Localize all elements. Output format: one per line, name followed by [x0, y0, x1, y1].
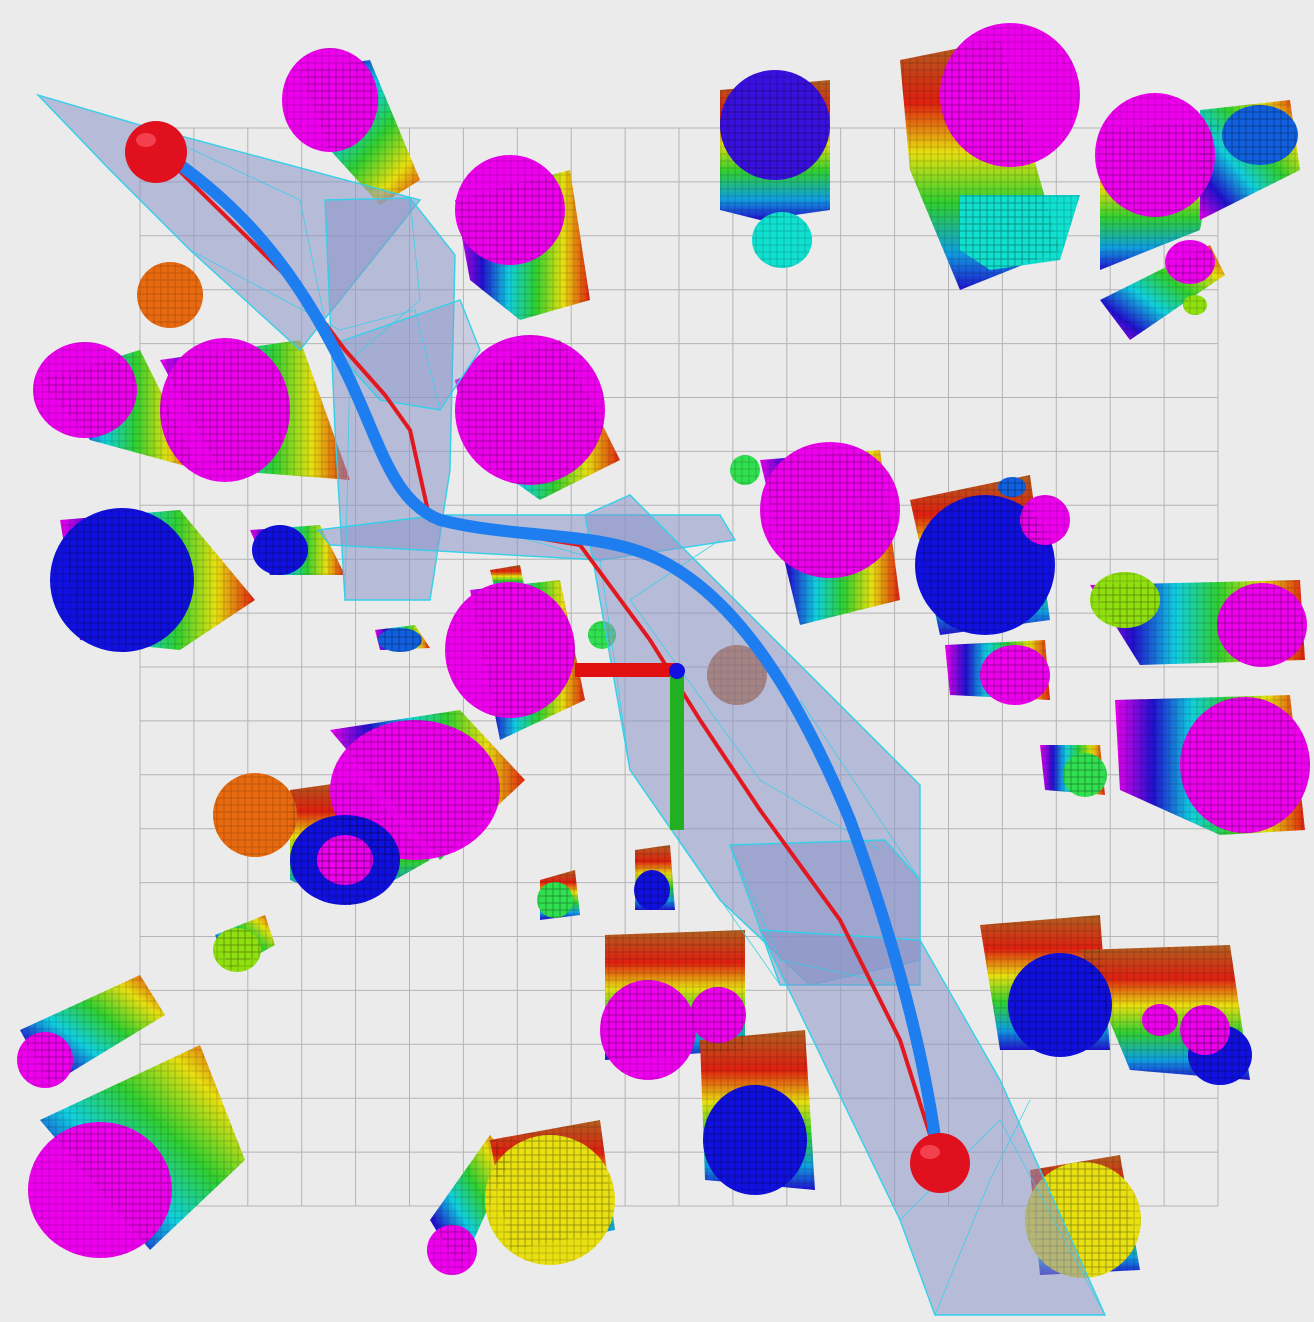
voxel-grid — [215, 915, 275, 970]
voxel-grid — [455, 170, 590, 320]
voxel-grid — [700, 1030, 815, 1190]
voxel-grid — [40, 1045, 245, 1250]
voxel-grid — [1090, 580, 1305, 665]
voxel-grid — [40, 350, 200, 470]
y-axis — [670, 670, 684, 830]
voxel-grid — [635, 845, 675, 910]
voxel-grid — [1100, 120, 1220, 270]
voxel-grid — [1040, 745, 1105, 795]
voxel-grid — [375, 625, 430, 650]
voxel-grid — [300, 60, 420, 205]
voxel-grid — [752, 212, 812, 268]
voxel-grid — [470, 580, 585, 740]
voxel-grid — [160, 340, 350, 480]
voxel-grid — [1080, 945, 1250, 1080]
voxel-grid — [490, 565, 525, 590]
voxel-texture — [17, 23, 1310, 1278]
voxel-grid — [540, 870, 580, 920]
voxel-grid — [730, 455, 760, 485]
voxel-grid — [20, 975, 165, 1085]
voxel-grid — [1100, 245, 1225, 340]
goal-point[interactable] — [910, 1133, 970, 1193]
frame-axes — [575, 663, 685, 830]
voxel-grid — [720, 80, 830, 220]
voxel-grid — [290, 780, 430, 905]
start-point[interactable] — [125, 121, 187, 183]
voxel-grid — [430, 1135, 510, 1270]
voxel-grid — [250, 525, 345, 575]
voxel-grid — [1183, 295, 1207, 315]
voxel-grid — [490, 1120, 615, 1250]
voxel-grid — [60, 510, 255, 650]
voxel-grid — [605, 930, 745, 1060]
voxel-grid — [213, 773, 297, 857]
voxel-grid — [900, 40, 1060, 290]
voxel-grid — [330, 710, 525, 860]
optimized-trajectory — [152, 144, 944, 1166]
voxel-grid — [980, 915, 1110, 1050]
voxel-grid — [455, 340, 620, 500]
voxel-grid — [910, 475, 1050, 635]
voxel-grid — [1115, 695, 1305, 835]
x-axis — [575, 663, 678, 677]
voxel-grid — [760, 450, 900, 625]
voxel-grid — [137, 262, 203, 328]
z-axis — [669, 663, 685, 679]
voxel-grid — [945, 640, 1050, 700]
voxel-grid — [1200, 100, 1300, 220]
